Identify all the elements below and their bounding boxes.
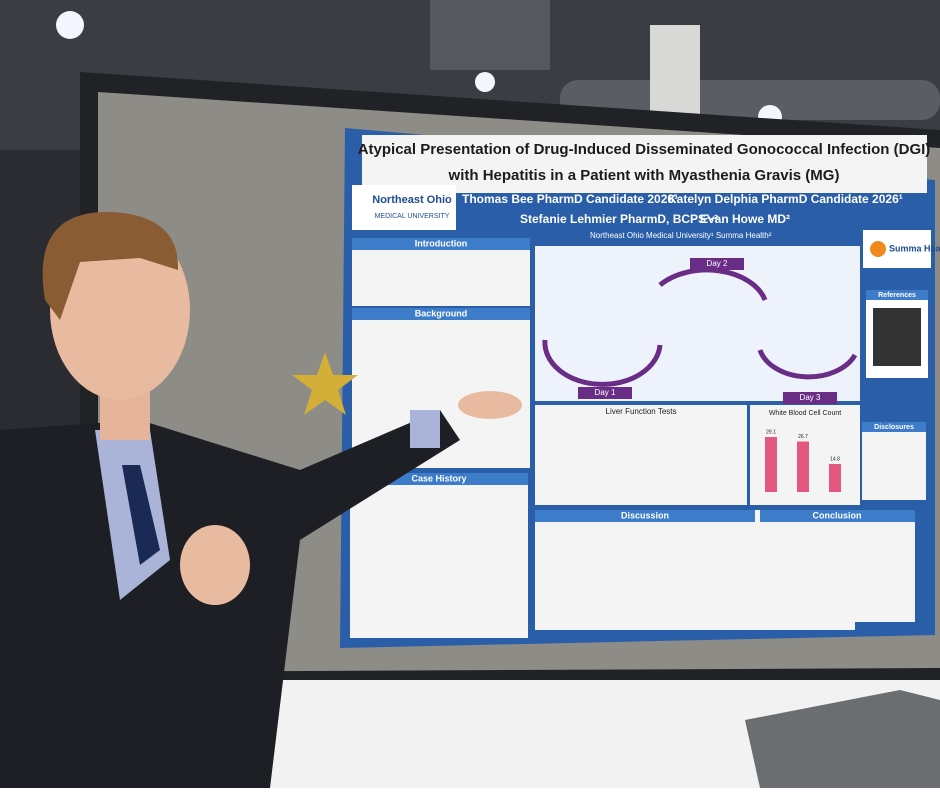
panel [350,473,528,638]
timeline-arrow [542,339,663,387]
duct [430,0,550,70]
logo-box [352,185,456,230]
logo-name: Northeast Ohio [372,194,452,206]
hair [42,211,179,320]
section-heading: Introduction [415,238,468,248]
author: Katelyn Delphia PharmD Candidate 2026¹ [668,192,903,206]
value-label: 14.8 [830,456,840,462]
light [475,72,495,92]
day-tag [783,392,837,404]
sponsor: Summa Health. [889,243,940,253]
sponsor-icon [870,241,886,257]
panel-header [760,510,915,522]
section-heading: Conclusion [813,510,862,520]
section-heading: References [878,292,916,299]
cuff [410,410,440,448]
bar [797,441,809,492]
section-heading: Discussion [621,510,669,520]
day-tag [578,387,632,399]
affiliation: Northeast Ohio Medical University¹ Summa… [590,231,772,240]
tie [122,465,160,565]
chart-title: White Blood Cell Count [769,410,841,417]
day-label: Day 3 [800,393,821,402]
section-heading: Disclosures [874,424,914,431]
section-heading: Case History [411,473,466,483]
bar [829,464,841,492]
panel-header [866,290,928,300]
hand [180,525,250,605]
qr-code [873,308,921,366]
day-label: Day 1 [595,388,616,397]
panel-header [535,510,755,522]
face [50,220,190,400]
star [292,352,358,415]
panel-header [352,308,530,320]
author: Stefanie Lehmier PharmD, BCPS¹·² [520,212,718,226]
title-box [362,135,927,193]
author: Evan Howe MD² [700,212,790,226]
author: Thomas Bee PharmD Candidate 2026¹ [462,192,678,206]
timeline-arrow [757,349,858,380]
day-label: Day 2 [707,259,728,268]
bar [765,437,777,492]
wbc-chart: 29.1 26.7 14.8 [765,429,841,492]
panel-header [862,422,926,432]
logo-subtitle: MEDICAL UNIVERSITY [375,213,450,220]
bag [745,690,940,788]
chart-panel [535,405,747,505]
chart-title: Liver Function Tests [606,407,677,416]
value-label: 26.7 [798,434,808,440]
timeline-arrow [658,267,768,301]
panel [862,432,926,500]
hand [458,391,522,419]
light [56,11,84,39]
section-heading: Background [415,308,468,318]
poster-title-2: with Hepatitis in a Patient with Myasthe… [448,167,840,184]
panel [760,522,915,622]
panel-header [352,238,530,250]
poster-title-1: Atypical Presentation of Drug-Induced Di… [358,141,931,158]
value-label: 29.1 [766,429,776,435]
day-tag [690,258,744,270]
